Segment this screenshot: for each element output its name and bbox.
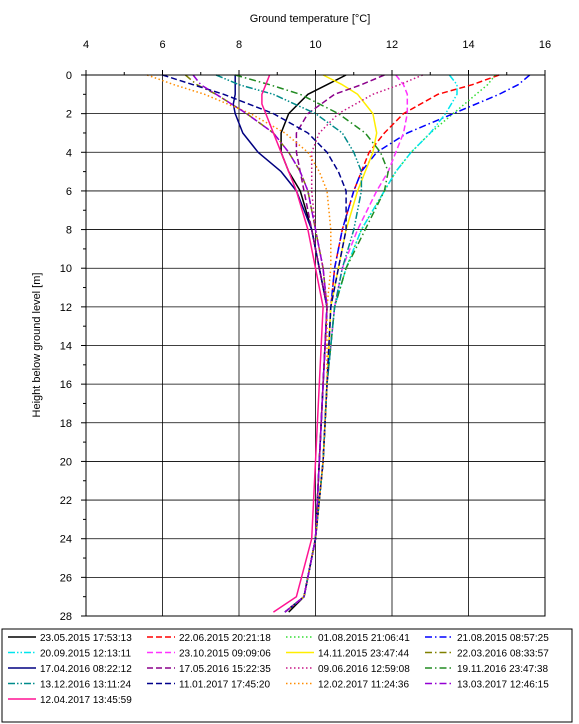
series-line bbox=[184, 74, 328, 613]
legend-label: 19.11.2016 23:47:38 bbox=[457, 664, 548, 675]
y-tick-label: 10 bbox=[60, 263, 72, 275]
legend: 23.05.2015 17:53:13 22.06.2015 20:21:18 01… bbox=[8, 633, 549, 706]
x-axis-title: Ground temperature [°C] bbox=[250, 13, 371, 25]
x-tick-label: 4 bbox=[83, 39, 89, 51]
legend-label: 12.04.2017 13:45:59 bbox=[40, 695, 132, 706]
legend-label: 13.03.2017 12:46:15 bbox=[457, 680, 549, 691]
legend-label: 09.06.2016 12:59:08 bbox=[318, 664, 410, 675]
series-line bbox=[146, 74, 332, 613]
legend-label: 23.10.2015 09:09:06 bbox=[179, 649, 271, 660]
series-line bbox=[284, 74, 423, 613]
y-axis-title: Height below ground level [m] bbox=[31, 273, 43, 418]
x-tick-label: 8 bbox=[236, 39, 242, 51]
legend-frame bbox=[1, 628, 573, 723]
y-tick-label: 26 bbox=[60, 572, 72, 584]
series-line bbox=[162, 74, 347, 613]
y-tick-label: 12 bbox=[60, 302, 72, 314]
y-tick-label: 18 bbox=[60, 418, 72, 430]
series-line bbox=[234, 74, 389, 613]
x-axis-ticks: 4 6 8 10 12 14 16 bbox=[83, 39, 551, 75]
series-line bbox=[192, 74, 328, 613]
legend-label: 23.05.2015 17:53:13 bbox=[40, 633, 132, 644]
y-tick-label: 16 bbox=[60, 379, 72, 391]
x-tick-label: 6 bbox=[159, 39, 165, 51]
x-tick-label: 10 bbox=[309, 39, 321, 51]
legend-label: 11.01.2017 17:45:20 bbox=[179, 680, 270, 691]
legend-label: 22.06.2015 20:21:18 bbox=[179, 633, 271, 644]
legend-label: 17.04.2016 08:22:12 bbox=[40, 664, 132, 675]
series-lines bbox=[146, 74, 531, 613]
legend-label: 13.12.2016 13:11:24 bbox=[40, 680, 131, 691]
y-tick-label: 6 bbox=[66, 186, 72, 198]
y-tick-label: 0 bbox=[66, 70, 72, 82]
y-tick-label: 22 bbox=[60, 495, 72, 507]
y-tick-label: 28 bbox=[60, 611, 72, 623]
legend-label: 21.08.2015 08:57:25 bbox=[457, 633, 549, 644]
series-line bbox=[284, 74, 385, 613]
y-tick-label: 8 bbox=[66, 225, 72, 237]
legend-label: 20.09.2015 12:13:11 bbox=[40, 649, 131, 660]
legend-label: 12.02.2017 11:24:36 bbox=[318, 680, 409, 691]
y-tick-label: 14 bbox=[60, 341, 72, 353]
y-tick-label: 20 bbox=[60, 456, 72, 468]
series-line bbox=[284, 74, 531, 613]
y-tick-label: 2 bbox=[66, 109, 72, 121]
legend-label: 01.08.2015 21:06:41 bbox=[318, 633, 410, 644]
legend-label: 17.05.2016 15:22:35 bbox=[179, 664, 271, 675]
x-tick-label: 14 bbox=[462, 39, 474, 51]
series-line bbox=[284, 74, 409, 613]
legend-label: 14.11.2015 23:47:44 bbox=[318, 649, 409, 660]
legend-label: 22.03.2016 08:33:57 bbox=[457, 649, 549, 660]
plot-frame bbox=[85, 74, 546, 617]
series-line bbox=[261, 74, 324, 613]
x-tick-label: 16 bbox=[539, 39, 551, 51]
y-tick-label: 24 bbox=[60, 534, 72, 546]
series-line bbox=[232, 75, 328, 613]
x-tick-label: 12 bbox=[386, 39, 398, 51]
series-line bbox=[215, 74, 363, 613]
y-tick-label: 4 bbox=[66, 147, 72, 159]
